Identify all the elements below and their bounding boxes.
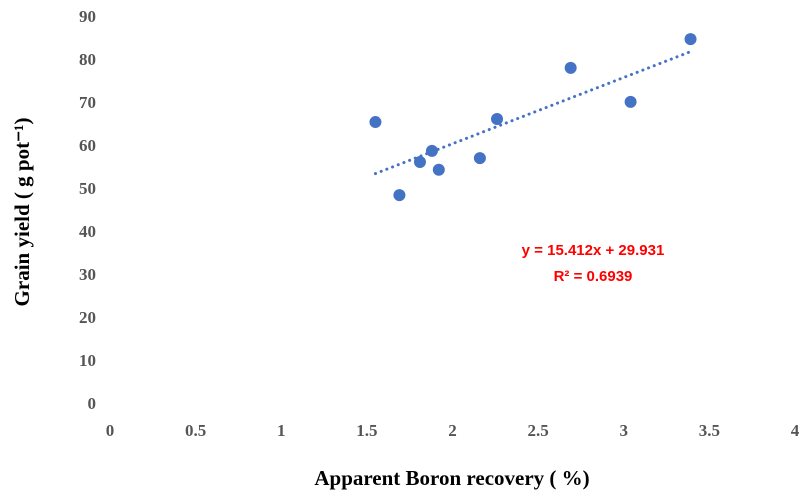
y-tick-label: 90 [79, 7, 96, 26]
y-axis-title: Grain yield ( g pot⁻¹) [10, 118, 34, 307]
x-tick-label: 0.5 [185, 421, 206, 440]
point [564, 61, 577, 74]
trendline [373, 50, 693, 176]
x-tick-label: 1 [277, 421, 286, 440]
point [413, 156, 426, 169]
y-tick-label: 70 [79, 93, 96, 112]
x-tick-label: 0 [106, 421, 115, 440]
point [491, 113, 504, 126]
point [425, 144, 438, 157]
point [432, 163, 445, 176]
y-tick-label: 0 [88, 394, 97, 413]
x-tick-label: 4 [791, 421, 800, 440]
y-tick-label: 40 [79, 222, 96, 241]
x-tick-label: 2.5 [528, 421, 549, 440]
r-squared: R² = 0.6939 [554, 268, 633, 285]
point [393, 189, 406, 202]
x-tick-label: 1.5 [356, 421, 377, 440]
point [684, 33, 697, 46]
point [624, 95, 637, 108]
x-axis-title: Apparent Boron recovery ( %) [314, 466, 589, 490]
y-tick-label: 30 [79, 265, 96, 284]
x-tick-label: 3.5 [699, 421, 720, 440]
x-tick-label: 2 [448, 421, 457, 440]
x-tick-label: 3 [620, 421, 629, 440]
y-tick-label: 80 [79, 50, 96, 69]
point [473, 152, 486, 165]
y-tick-label: 10 [79, 351, 96, 370]
trend-equation: y = 15.412x + 29.931 [522, 242, 665, 259]
y-tick-label: 50 [79, 179, 96, 198]
y-tick-label: 20 [79, 308, 96, 327]
y-tick-label: 60 [79, 136, 96, 155]
point [369, 116, 382, 129]
